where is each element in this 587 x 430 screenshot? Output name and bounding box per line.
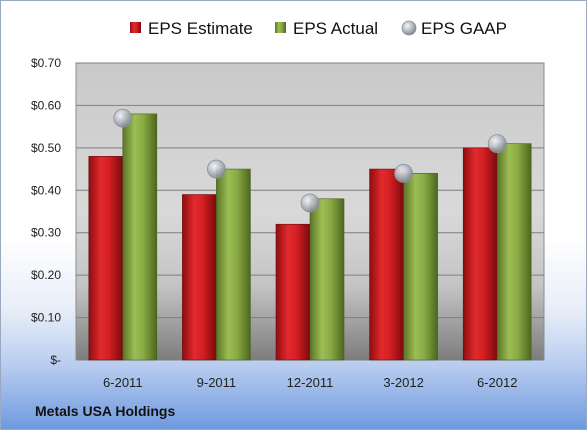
- y-tick-label: $0.60: [31, 98, 61, 112]
- x-tick-label: 3-2012: [383, 375, 423, 390]
- company-name: Metals USA Holdings: [35, 403, 176, 419]
- legend-swatch: [401, 20, 417, 36]
- legend-swatch: [275, 22, 286, 33]
- bars: [88, 113, 532, 361]
- bar-eps-estimate: [275, 223, 311, 361]
- x-tick-label: 12-2011: [287, 375, 334, 390]
- bar-eps-actual: [496, 143, 532, 361]
- marker-eps-gaap: [394, 163, 414, 183]
- x-tick-label: 6-2012: [477, 375, 517, 390]
- legend-label: EPS Estimate: [148, 19, 253, 38]
- bar-eps-estimate: [182, 194, 217, 361]
- bar-eps-actual: [309, 198, 345, 361]
- y-tick-label: $0.20: [31, 268, 61, 282]
- bar-eps-actual: [216, 168, 251, 361]
- y-tick-label: $0.40: [31, 183, 61, 197]
- y-tick-label: $0.70: [31, 56, 61, 70]
- marker-eps-gaap: [300, 193, 320, 213]
- bar-eps-actual: [403, 173, 438, 361]
- y-axis: $- $0.10 $0.20 $0.30 $0.40 $0.50 $0.60 $0.70: [31, 56, 61, 367]
- marker-eps-gaap: [206, 159, 226, 179]
- bar-eps-estimate: [462, 147, 498, 361]
- legend-label: EPS GAAP: [421, 19, 507, 38]
- marker-eps-gaap: [487, 134, 507, 154]
- gaap-markers: [113, 108, 507, 213]
- legend: EPS Estimate EPS Actual EPS GAAP: [130, 19, 507, 38]
- x-axis: 6-2011 9-2011 12-2011 3-2012 6-2012: [103, 375, 517, 390]
- y-tick-label: $-: [50, 353, 61, 367]
- marker-eps-gaap: [113, 108, 133, 128]
- y-tick-label: $0.30: [31, 226, 61, 240]
- bar-eps-estimate: [369, 168, 404, 361]
- legend-swatch: [130, 22, 141, 33]
- y-tick-label: $0.50: [31, 141, 61, 155]
- bar-eps-actual: [122, 113, 158, 361]
- legend-label: EPS Actual: [293, 19, 378, 38]
- x-tick-label: 6-2011: [103, 375, 143, 390]
- bar-eps-estimate: [88, 156, 124, 361]
- y-tick-label: $0.10: [31, 311, 61, 325]
- x-tick-label: 9-2011: [197, 375, 237, 390]
